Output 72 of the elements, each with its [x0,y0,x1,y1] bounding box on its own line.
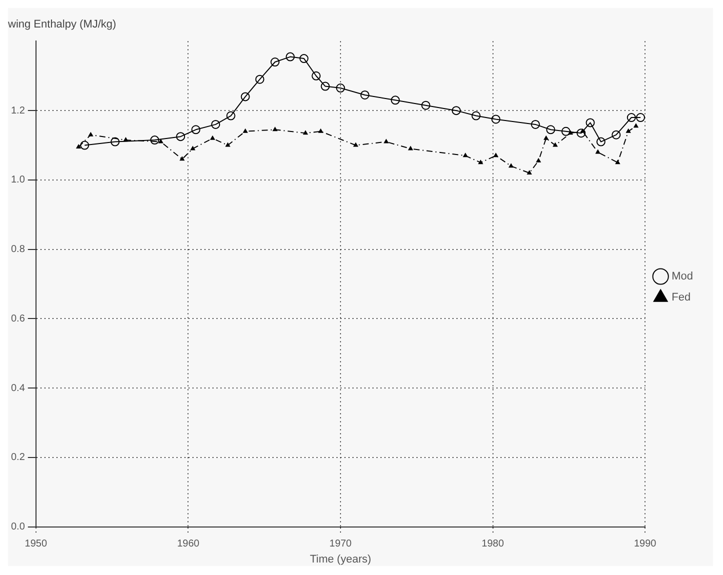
x-tick-label: 1990 [634,538,657,550]
point [615,160,620,164]
point [299,54,308,64]
point [553,142,558,147]
point [226,142,230,147]
y-axis-title: wing Enthalpy (MJ/kg) [7,18,116,31]
point [408,146,413,150]
point [384,139,388,144]
point [586,118,595,128]
point [546,125,556,134]
point [191,125,200,134]
point [76,144,81,148]
x-tick-label: 1950 [24,538,48,550]
point [576,128,586,138]
y-tick-label: 0.8 [10,244,26,256]
point [634,124,638,128]
point [243,128,248,133]
x-tick-label: 1960 [177,538,200,550]
point [286,52,295,62]
point [211,120,220,129]
point [180,156,184,161]
point [80,140,90,150]
y-tick-label: 0.0 [10,522,26,533]
point [390,96,400,105]
point [336,84,345,93]
point [508,164,514,168]
point [421,100,430,110]
point [452,106,461,116]
point [88,132,93,136]
point [626,128,631,133]
point [240,92,250,102]
point [491,114,500,124]
point [354,142,358,147]
legend-label: Mod [672,270,694,283]
point [255,74,264,84]
y-tick-label: 1.2 [10,105,26,116]
point [612,130,621,140]
point [536,158,541,162]
point [210,136,215,140]
point [478,160,483,164]
point [318,128,323,133]
point [303,130,308,135]
point [463,153,468,158]
point [527,170,532,175]
point [360,90,370,100]
y-tick-label: 0.2 [10,452,26,464]
point [530,120,540,129]
legend-label: Fed [672,292,691,304]
point [176,132,186,142]
y-tick-label: 0.4 [10,382,26,394]
x-axis-title: Time (years) [310,553,372,566]
x-tick-label: 1980 [482,538,504,550]
point [312,71,321,80]
point [320,82,330,91]
point [272,127,278,132]
x-tick-label: 1970 [329,538,352,550]
point [270,58,280,67]
point [472,111,481,120]
point [596,137,606,146]
point [494,153,498,158]
point [226,111,236,120]
point [544,136,548,140]
point [561,126,570,136]
point [150,136,160,145]
point [626,113,636,122]
point [190,146,196,150]
point [596,150,600,154]
y-tick-label: 0.6 [10,313,26,324]
point [110,137,120,146]
point [158,139,164,144]
y-tick-label: 1.0 [10,174,26,186]
point [636,113,646,122]
